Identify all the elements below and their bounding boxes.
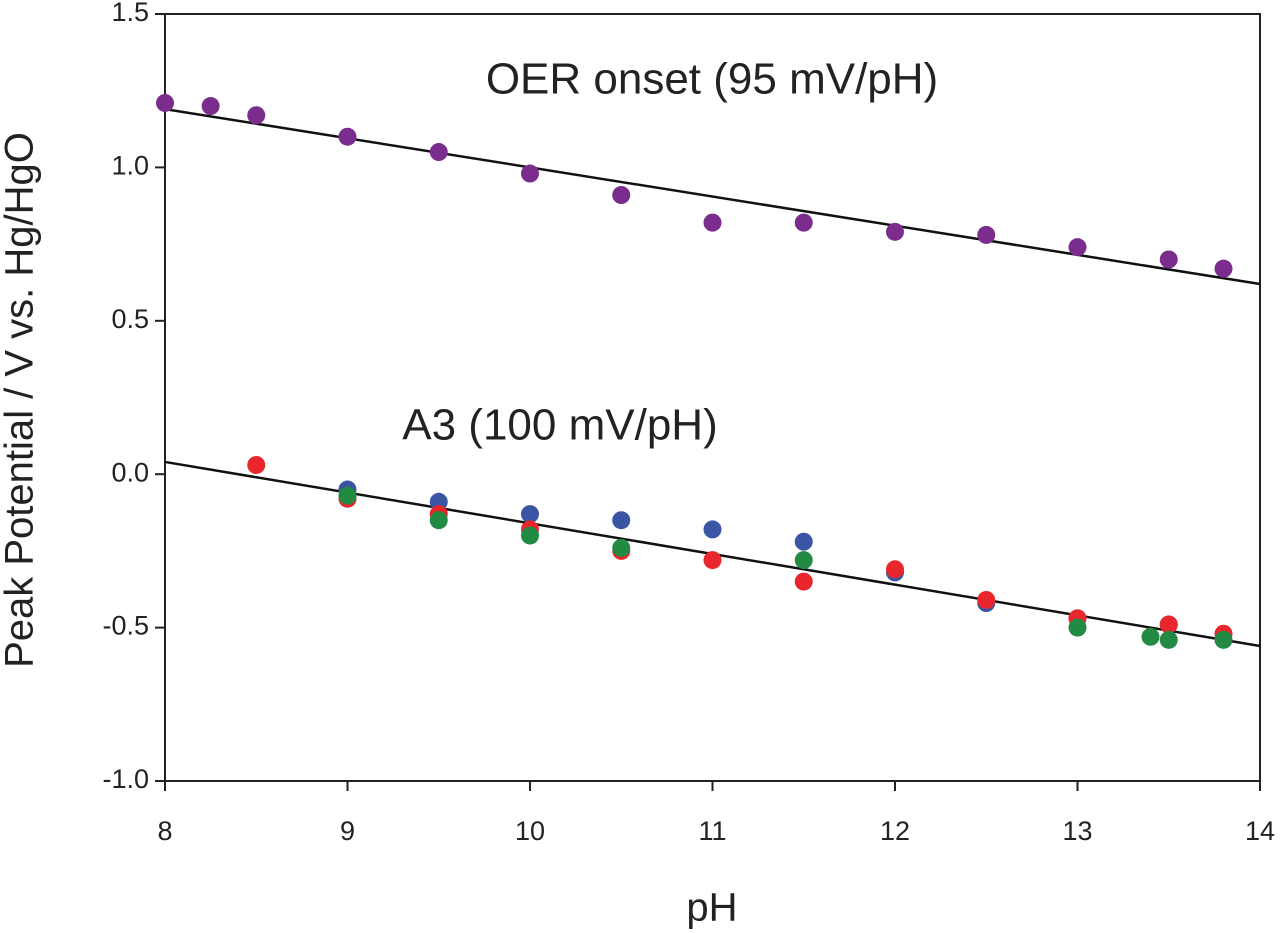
point — [977, 590, 996, 609]
point — [1214, 259, 1233, 278]
y-tick-label: -0.5 — [102, 611, 149, 641]
point — [703, 520, 722, 539]
point — [1159, 630, 1178, 649]
y-tick-label: 0.5 — [111, 304, 149, 334]
y-axis-title: Peak Potential / V vs. Hg/HgO — [0, 132, 42, 668]
x-tick-label: 10 — [515, 816, 545, 846]
point — [886, 560, 904, 579]
y-tick-label: 1.5 — [111, 0, 149, 27]
point — [247, 106, 266, 125]
point — [977, 225, 996, 244]
point — [156, 93, 174, 112]
point — [338, 127, 357, 146]
point — [429, 511, 448, 530]
x-tick-label: 13 — [1062, 816, 1092, 846]
x-tick-label: 14 — [1245, 816, 1275, 846]
point — [794, 572, 813, 591]
annotation: OER onset (95 mV/pH) — [486, 55, 938, 104]
x-tick-label: 11 — [698, 816, 726, 846]
point — [703, 551, 722, 570]
point — [886, 222, 904, 241]
point — [1214, 630, 1233, 649]
point — [1141, 627, 1160, 646]
point — [1068, 618, 1087, 637]
point — [1159, 615, 1178, 634]
point — [1068, 238, 1087, 257]
y-tick-label: 1.0 — [111, 151, 149, 181]
point — [612, 538, 631, 557]
point — [1159, 250, 1178, 269]
point — [201, 97, 220, 116]
point — [338, 486, 357, 505]
point — [794, 551, 813, 570]
x-tick-label: 8 — [157, 816, 172, 846]
y-tick-label: -1.0 — [102, 764, 149, 794]
annotation: A3 (100 mV/pH) — [402, 401, 717, 450]
point — [612, 186, 631, 205]
point — [247, 455, 266, 474]
point — [521, 526, 539, 545]
point — [794, 213, 813, 232]
x-tick-label: 12 — [880, 816, 910, 846]
fit-line — [164, 107, 1261, 286]
point — [612, 511, 631, 530]
point — [521, 164, 539, 183]
y-tick-label: 0.0 — [111, 457, 149, 487]
plot-frame — [164, 13, 1261, 782]
point — [429, 143, 448, 162]
point — [703, 213, 722, 232]
point — [794, 532, 813, 551]
point — [521, 505, 539, 524]
x-tick-label: 9 — [340, 816, 355, 846]
x-axis-title: pH — [686, 886, 737, 930]
